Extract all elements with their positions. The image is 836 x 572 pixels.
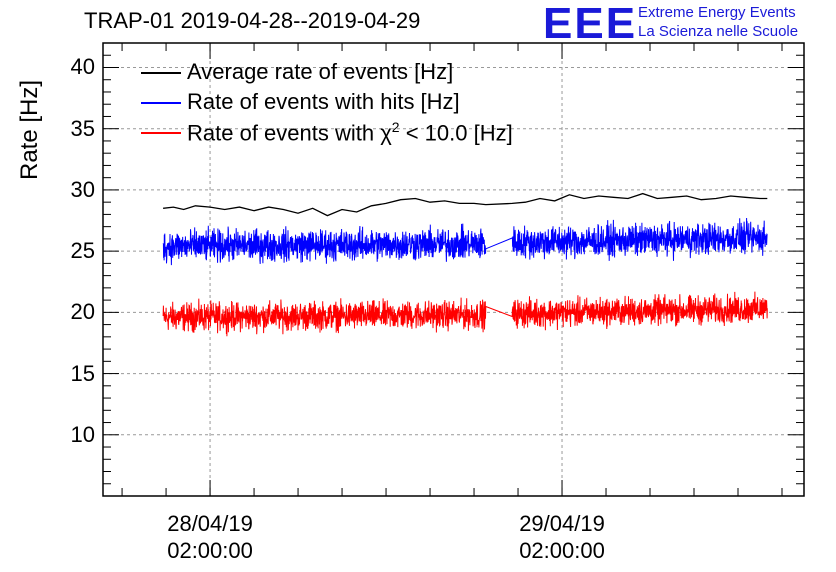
series-chi2-line (162, 291, 768, 337)
legend-item-chi2: Rate of events with χ2 < 10.0 [Hz] (138, 118, 598, 148)
chart-title: TRAP-01 2019-04-28--2019-04-29 (84, 8, 421, 33)
legend-label-average: Average rate of events [Hz] (187, 59, 454, 84)
legend-swatch-average (141, 72, 181, 74)
legend-item-hits: Rate of events with hits [Hz] (138, 88, 598, 118)
logo-line-1: Extreme Energy Events (638, 4, 796, 21)
y-tick-label: 30 (70, 176, 95, 202)
x-tick-time: 02:00:00 (167, 538, 253, 563)
x-tick-time: 02:00:00 (519, 538, 605, 563)
y-tick-label: 35 (70, 115, 95, 141)
eee-logo: EEE (543, 0, 638, 48)
x-tick-date: 28/04/19 (167, 511, 253, 536)
x-tick-label: 28/04/19 02:00:00 (167, 510, 253, 564)
x-tick-label: 29/04/19 02:00:00 (519, 510, 605, 564)
y-tick-label: 15 (70, 360, 95, 386)
x-tick-date: 29/04/19 (519, 511, 605, 536)
y-tick-label: 25 (70, 238, 95, 264)
legend-swatch-hits (141, 102, 181, 104)
legend-label-hits: Rate of events with hits [Hz] (187, 89, 460, 114)
legend-swatch-chi2 (141, 132, 181, 134)
legend-item-average: Average rate of events [Hz] (138, 58, 598, 88)
plot-frame (102, 42, 805, 497)
y-tick-label: 40 (70, 54, 95, 80)
y-tick-label: 10 (70, 421, 95, 447)
legend-label-chi2: Rate of events with χ2 < 10.0 [Hz] (187, 119, 513, 146)
logo-line-2: La Scienza nelle Scuole (638, 23, 799, 40)
series-average-line (163, 192, 768, 217)
y-tick-label: 20 (70, 299, 95, 325)
series-hits-line (162, 217, 768, 266)
